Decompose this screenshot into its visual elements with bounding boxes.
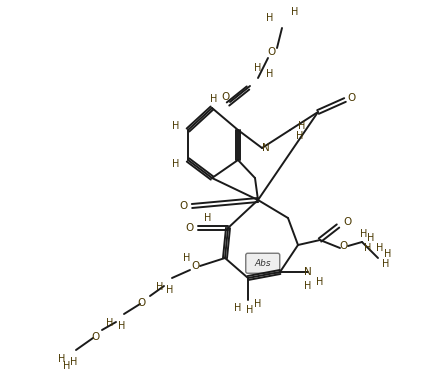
Text: H: H (166, 285, 174, 295)
Text: H: H (385, 249, 392, 259)
Text: O: O (180, 201, 188, 211)
Text: Abs: Abs (254, 259, 271, 268)
Text: O: O (268, 47, 276, 57)
Text: H: H (58, 354, 66, 364)
Text: H: H (183, 253, 191, 263)
Text: H: H (254, 299, 262, 309)
Text: H: H (316, 277, 324, 287)
Text: O: O (91, 332, 99, 342)
Text: O: O (344, 217, 352, 227)
Text: O: O (138, 298, 146, 308)
Text: H: H (118, 321, 126, 331)
FancyBboxPatch shape (246, 253, 280, 273)
Text: H: H (382, 259, 390, 269)
Text: H: H (298, 121, 306, 131)
Text: H: H (63, 361, 71, 371)
Text: H: H (156, 282, 164, 292)
Text: H: H (360, 229, 368, 239)
Text: H: H (364, 243, 372, 253)
Text: H: H (376, 243, 384, 253)
Text: H: H (106, 318, 114, 328)
Text: H: H (172, 159, 180, 169)
Text: H: H (210, 94, 218, 104)
Text: H: H (266, 69, 274, 79)
Text: O: O (186, 223, 194, 233)
Text: H: H (266, 13, 274, 23)
Text: H: H (291, 7, 299, 17)
Text: H: H (234, 303, 242, 313)
Text: H: H (367, 233, 375, 243)
Text: O: O (221, 92, 229, 102)
Text: H: H (70, 357, 78, 367)
Text: O: O (191, 261, 199, 271)
Text: N: N (304, 267, 312, 277)
Text: H: H (247, 305, 254, 315)
Text: H: H (296, 131, 304, 141)
Text: O: O (348, 93, 356, 103)
Text: O: O (339, 241, 347, 251)
Text: N: N (262, 143, 270, 153)
Text: H: H (204, 213, 212, 223)
Text: H: H (304, 281, 312, 291)
Text: H: H (254, 63, 262, 73)
Text: H: H (172, 121, 180, 131)
